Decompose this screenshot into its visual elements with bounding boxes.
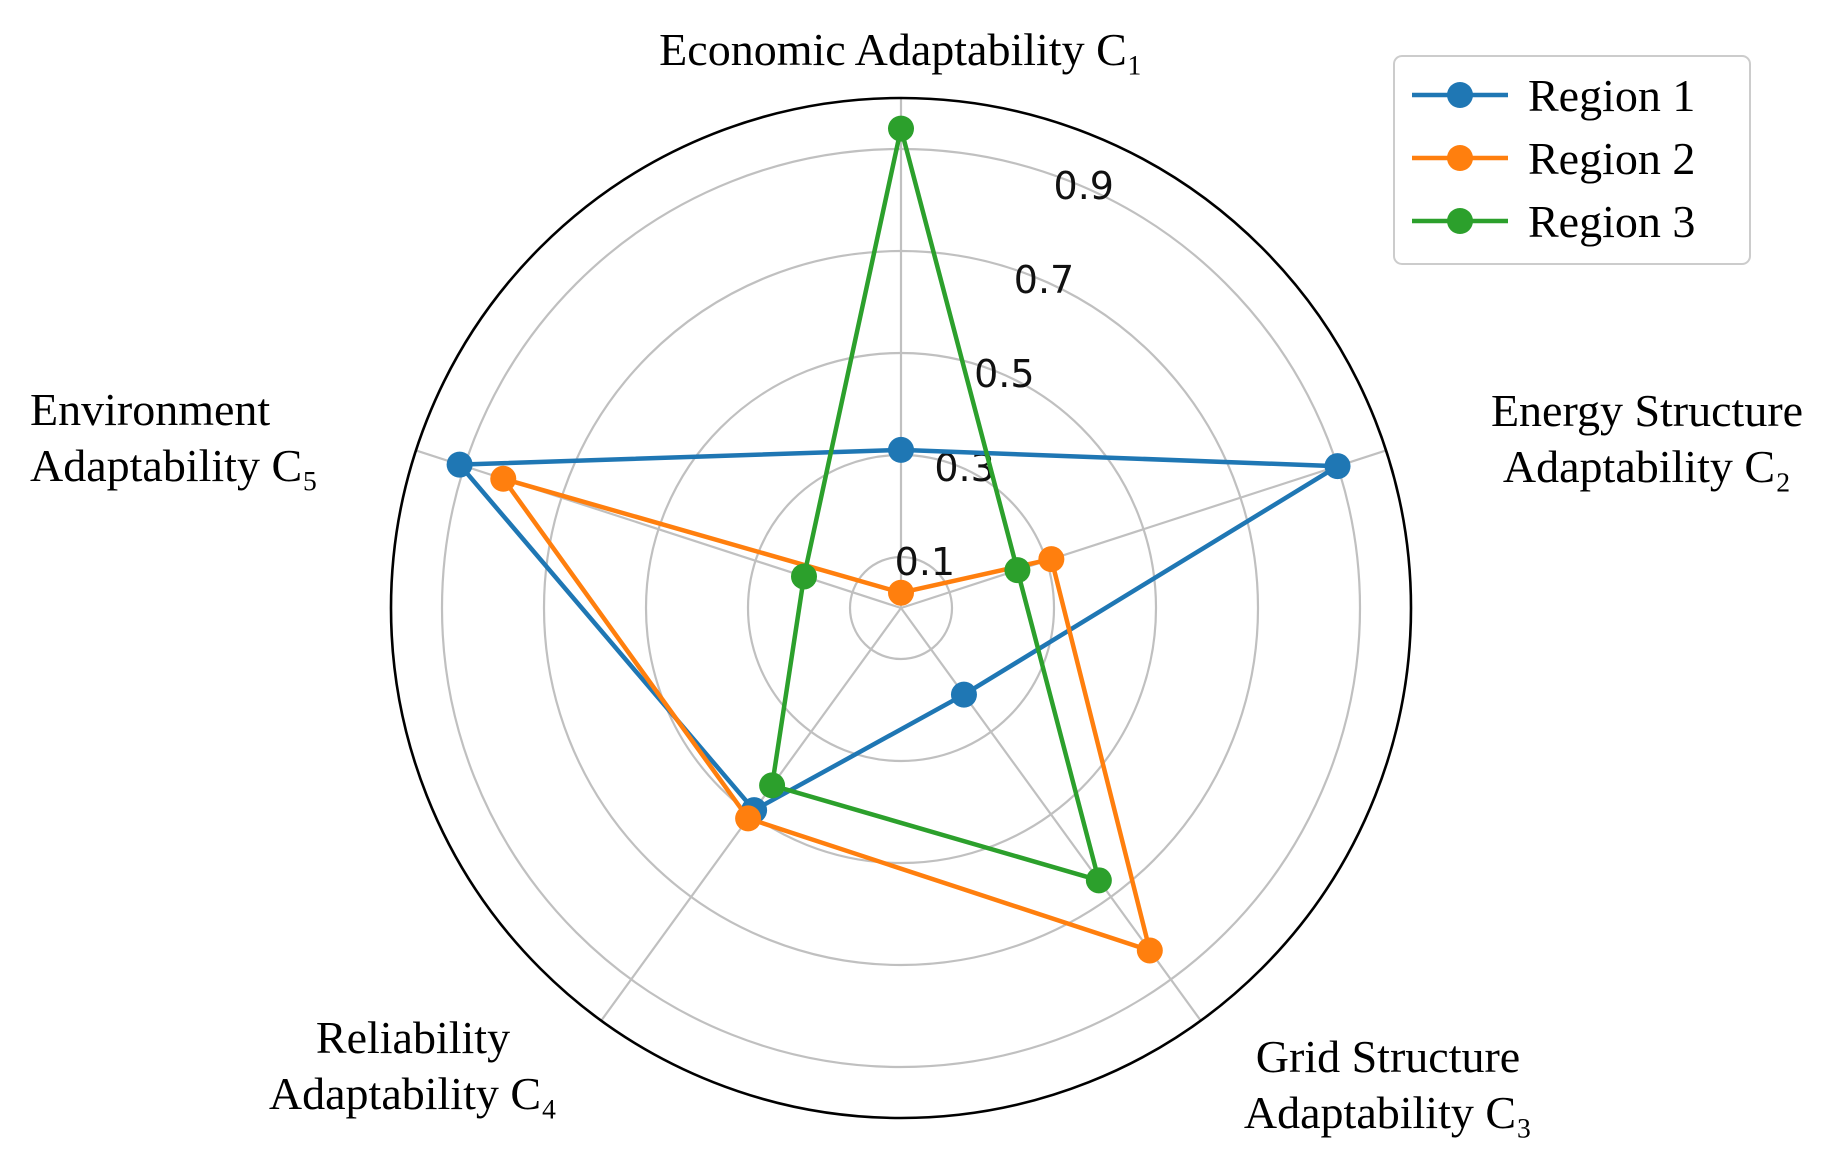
data-point-1-3 — [950, 681, 977, 708]
data-point-3-2 — [1004, 557, 1031, 584]
axis-label-layer: Economic Adaptability C₁ Energy Structure… — [30, 24, 1803, 1138]
legend-label: Region 3 — [1528, 196, 1695, 247]
axis-label-3: Grid Structure Adaptability C₃ — [1244, 1031, 1532, 1138]
r-tick-label: 0.1 — [895, 540, 955, 584]
legend-frame — [1393, 55, 1751, 265]
legend-item-3: Region 3 — [1412, 196, 1695, 247]
axis-label-1: Economic Adaptability C₁ — [659, 24, 1143, 75]
data-point-3-3 — [1085, 867, 1112, 894]
series-3 — [759, 115, 1112, 894]
data-point-1-5 — [446, 451, 473, 478]
data-point-2-4 — [735, 805, 762, 832]
outer-frame — [389, 96, 1413, 1120]
legend-label: Region 1 — [1528, 70, 1695, 121]
series-1 — [446, 436, 1351, 824]
series-line-1 — [454, 447, 1346, 814]
r-tick-label: 0.7 — [1014, 258, 1074, 302]
data-point-3-5 — [790, 563, 817, 590]
r-tick-label: 0.9 — [1054, 164, 1114, 208]
axis-spoke-2 — [900, 449, 1387, 610]
data-point-2-5 — [490, 465, 517, 492]
legend: Region 1 Region 2 Region 3 — [1393, 55, 1751, 265]
data-point-2-3 — [1136, 937, 1163, 964]
axis-label-2: Energy Structure Adaptability C₂ — [1491, 385, 1803, 492]
data-point-2-1 — [888, 579, 914, 606]
data-point-3-4 — [759, 772, 786, 799]
series-line-3 — [769, 128, 1102, 884]
axis-label-5: Environment Adaptability C₅ — [30, 384, 318, 491]
legend-marker — [1447, 82, 1473, 108]
series-2 — [490, 465, 1163, 964]
data-point-2-2 — [1038, 546, 1065, 573]
legend-item-1: Region 1 — [1412, 70, 1695, 121]
legend-marker — [1447, 145, 1473, 171]
data-point-1-2 — [1324, 453, 1351, 480]
grid-layer — [389, 96, 1413, 1120]
axis-label-4: Reliability Adaptability C₄ — [269, 1012, 557, 1119]
r-tick-label: 0.5 — [974, 352, 1034, 396]
data-point-1-1 — [888, 436, 914, 463]
legend-item-2: Region 2 — [1412, 133, 1695, 184]
legend-marker — [1447, 208, 1473, 234]
data-point-3-1 — [888, 115, 914, 142]
series-layer — [446, 115, 1351, 964]
legend-label: Region 2 — [1528, 133, 1695, 184]
